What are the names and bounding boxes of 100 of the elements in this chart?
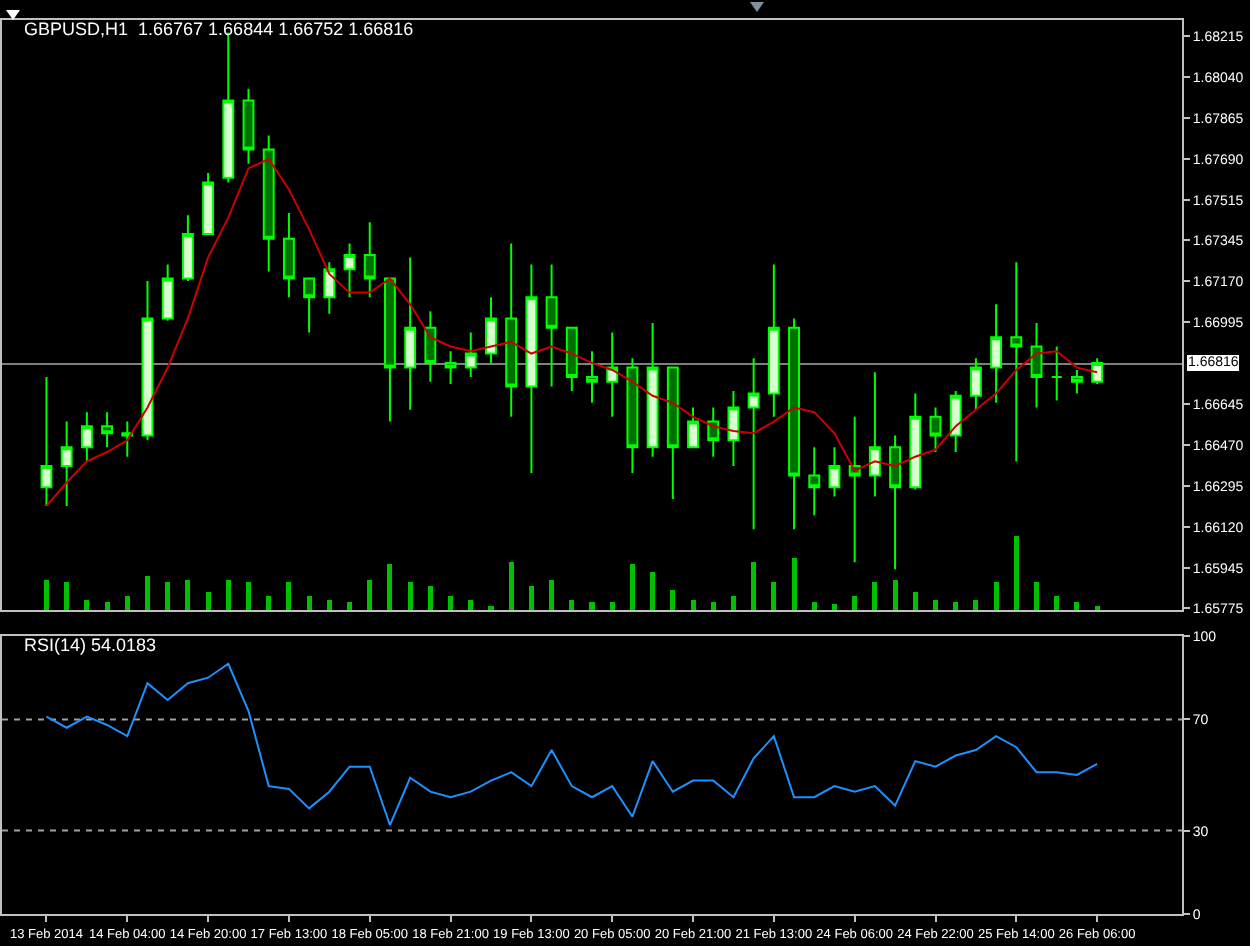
bar bbox=[973, 599, 979, 610]
bar bbox=[84, 599, 90, 610]
bar bbox=[286, 581, 292, 610]
candlestick bbox=[525, 263, 538, 475]
candlestick bbox=[202, 172, 215, 236]
bar bbox=[245, 581, 252, 610]
candlestick bbox=[969, 357, 982, 411]
candlestick bbox=[909, 392, 922, 491]
candlestick bbox=[545, 263, 558, 388]
bar bbox=[730, 595, 736, 610]
bar bbox=[468, 599, 474, 610]
bar bbox=[347, 601, 353, 610]
bar bbox=[205, 592, 211, 610]
candlestick bbox=[363, 221, 376, 299]
candlestick bbox=[101, 411, 114, 449]
bar bbox=[892, 579, 898, 610]
bar bbox=[124, 595, 130, 610]
candlestick bbox=[747, 357, 760, 531]
bar bbox=[448, 595, 454, 610]
bar bbox=[912, 592, 918, 610]
bar bbox=[953, 601, 959, 610]
candlestick bbox=[282, 211, 295, 299]
bar bbox=[932, 599, 939, 610]
bar bbox=[387, 564, 393, 610]
candlestick bbox=[343, 242, 356, 299]
bar bbox=[407, 581, 413, 610]
candlestick bbox=[242, 87, 255, 165]
bar bbox=[589, 601, 595, 610]
candlestick bbox=[181, 214, 194, 282]
candlestick bbox=[586, 350, 598, 404]
bar bbox=[43, 579, 49, 610]
candlestick bbox=[808, 446, 821, 517]
bar bbox=[872, 581, 878, 610]
candlestick bbox=[40, 376, 53, 507]
bar bbox=[771, 581, 777, 610]
bar bbox=[549, 579, 555, 610]
candlestick bbox=[707, 406, 720, 458]
bar bbox=[670, 590, 676, 610]
candlestick bbox=[384, 277, 396, 423]
candlestick bbox=[828, 446, 841, 498]
candlestick bbox=[303, 277, 316, 334]
candlestick bbox=[1091, 357, 1104, 386]
bar bbox=[104, 601, 110, 610]
candlestick bbox=[889, 434, 902, 571]
candlestick bbox=[485, 296, 497, 364]
bar bbox=[811, 601, 817, 610]
candlestick bbox=[990, 303, 1003, 404]
chart-title: GBPUSD,H1 1.66767 1.66844 1.66752 1.66816 bbox=[24, 18, 414, 39]
bar bbox=[650, 572, 656, 610]
bar bbox=[993, 581, 999, 610]
bar bbox=[306, 595, 312, 610]
bar bbox=[266, 595, 272, 610]
bar bbox=[144, 575, 150, 610]
bar bbox=[1013, 536, 1019, 610]
bar bbox=[1074, 601, 1080, 610]
candlestick bbox=[687, 406, 699, 449]
candlestick bbox=[60, 420, 73, 507]
bar bbox=[326, 599, 332, 610]
bar bbox=[690, 599, 696, 610]
bar bbox=[852, 595, 858, 610]
candlestick bbox=[868, 371, 881, 498]
bar bbox=[1034, 581, 1040, 610]
candlestick bbox=[1070, 368, 1083, 395]
candlestick bbox=[565, 326, 578, 393]
candlestick bbox=[1050, 345, 1063, 402]
bar bbox=[185, 579, 191, 610]
candlestick bbox=[666, 366, 679, 500]
bar bbox=[751, 561, 757, 610]
bar bbox=[831, 604, 837, 610]
bar bbox=[367, 579, 373, 610]
bar bbox=[569, 599, 575, 610]
bar bbox=[427, 586, 433, 610]
candlestick bbox=[606, 331, 619, 418]
candlestick bbox=[646, 322, 659, 458]
line-series bbox=[45, 158, 1099, 507]
candlestick bbox=[80, 411, 93, 463]
candlestick bbox=[848, 415, 861, 564]
bar bbox=[165, 581, 171, 610]
candlestick bbox=[1010, 261, 1023, 463]
candlestick bbox=[262, 134, 275, 273]
bar bbox=[225, 579, 231, 610]
bar bbox=[609, 601, 615, 610]
candlestick bbox=[444, 350, 457, 386]
bar bbox=[710, 601, 716, 610]
bar bbox=[1054, 595, 1060, 610]
line-series bbox=[45, 662, 1099, 827]
candlestick bbox=[767, 263, 780, 418]
bar bbox=[64, 581, 70, 610]
bar bbox=[528, 586, 534, 610]
candlestick bbox=[404, 256, 417, 411]
bar bbox=[791, 558, 797, 610]
candlestick bbox=[727, 390, 740, 468]
candlestick bbox=[121, 420, 134, 458]
candlestick bbox=[626, 357, 639, 475]
candlestick bbox=[323, 261, 336, 315]
chart-title: RSI(14) 54.0183 bbox=[24, 634, 157, 655]
candlestick bbox=[141, 279, 154, 442]
candlestick bbox=[161, 263, 174, 322]
candlestick bbox=[949, 390, 962, 454]
bar bbox=[629, 564, 635, 610]
